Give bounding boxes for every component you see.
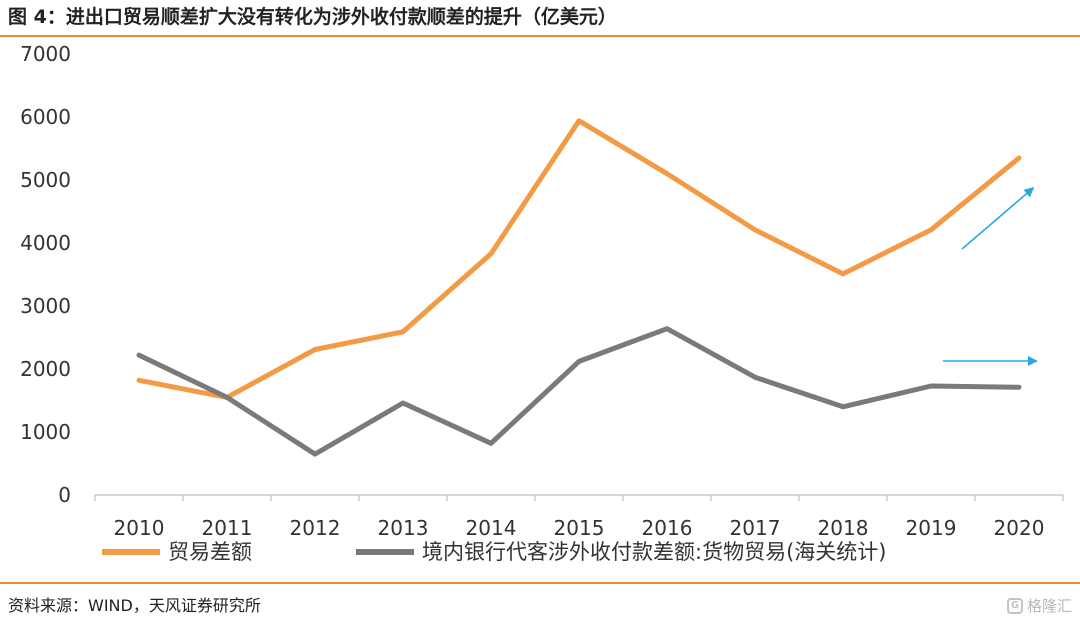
data-point-bank-settlement-balance	[928, 383, 934, 389]
data-point-bank-settlement-balance	[312, 451, 318, 457]
legend-item-trade-balance: 贸易差额	[102, 540, 252, 564]
arrow-up-right-icon	[961, 187, 1035, 250]
x-tick-label: 2010	[114, 516, 165, 540]
bottom-divider	[0, 582, 1080, 584]
x-tick-label: 2012	[290, 516, 341, 540]
data-point-trade-balance	[840, 271, 846, 277]
data-point-bank-settlement-balance	[576, 359, 582, 364]
top-divider	[0, 35, 1080, 37]
data-point-bank-settlement-balance	[752, 374, 758, 380]
data-point-trade-balance	[752, 227, 758, 232]
x-tick-label: 2020	[994, 516, 1045, 540]
x-tick-label: 2014	[466, 516, 517, 540]
data-point-bank-settlement-balance	[1016, 385, 1022, 390]
watermark-text: 格隆汇	[1026, 597, 1072, 615]
data-point-trade-balance	[488, 251, 494, 256]
y-tick-label: 7000	[20, 42, 71, 66]
y-tick-label: 1000	[20, 420, 71, 444]
legend-label: 境内银行代客涉外收付款差额:货物贸易(海关统计)	[422, 540, 886, 564]
data-point-trade-balance	[312, 347, 318, 352]
x-tick-label: 2011	[202, 516, 253, 540]
y-tick-label: 0	[58, 483, 71, 507]
data-point-trade-balance	[664, 171, 670, 176]
y-tick-label: 3000	[20, 294, 71, 318]
data-point-bank-settlement-balance	[840, 404, 846, 409]
y-tick-label: 4000	[20, 231, 71, 255]
data-point-bank-settlement-balance	[136, 352, 142, 358]
x-tick-label: 2015	[554, 516, 605, 540]
data-point-trade-balance	[136, 378, 142, 383]
x-tick-label: 2016	[642, 516, 693, 540]
y-tick-label: 6000	[20, 105, 71, 129]
watermark: G 格隆汇	[1006, 596, 1072, 616]
y-tick-label: 2000	[20, 357, 71, 381]
data-point-trade-balance	[576, 118, 582, 123]
y-tick-label: 5000	[20, 168, 71, 192]
legend-label: 贸易差额	[168, 540, 252, 564]
x-tick-label: 2019	[906, 516, 957, 540]
page-title: 图 4：进出口贸易顺差扩大没有转化为涉外收付款顺差的提升（亿美元）	[8, 6, 617, 28]
legend-item-bank-settlement-balance: 境内银行代客涉外收付款差额:货物贸易(海关统计)	[356, 540, 886, 564]
data-point-trade-balance	[1016, 155, 1022, 161]
line-chart: 2010 2011 2012 2013 2014 2015 2016 2017 2018 2019…	[20, 42, 1064, 564]
data-point-trade-balance	[400, 329, 406, 335]
x-tick-label: 2013	[378, 516, 429, 540]
x-tick-label: 2017	[730, 516, 781, 540]
data-point-bank-settlement-balance	[400, 400, 406, 406]
data-point-trade-balance	[928, 227, 934, 232]
data-point-bank-settlement-balance	[488, 441, 494, 446]
series-line-trade-balance	[136, 118, 1022, 400]
data-point-bank-settlement-balance	[664, 326, 670, 331]
data-point-bank-settlement-balance	[224, 395, 230, 400]
source-note: 资料来源：WIND，天风证券研究所	[8, 596, 261, 615]
watermark-logo-icon: G	[1006, 598, 1023, 614]
series-line-bank-settlement-balance	[136, 326, 1022, 457]
x-tick-label: 2018	[818, 516, 869, 540]
